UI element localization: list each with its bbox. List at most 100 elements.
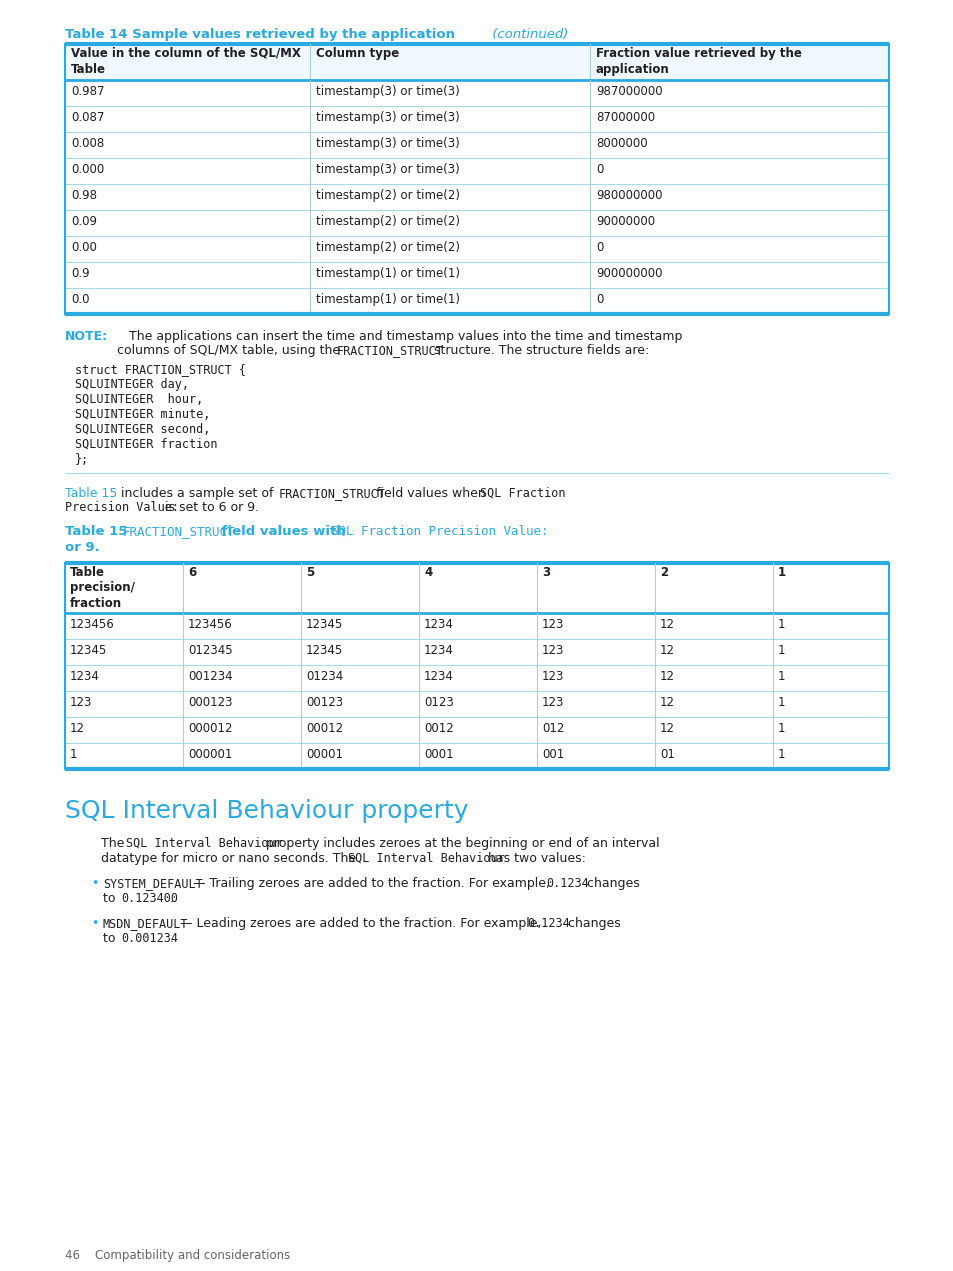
Text: 980000000: 980000000 bbox=[596, 189, 661, 202]
Text: 0.001234: 0.001234 bbox=[121, 932, 178, 946]
Text: 87000000: 87000000 bbox=[596, 111, 655, 125]
Text: timestamp(3) or time(3): timestamp(3) or time(3) bbox=[315, 111, 459, 125]
Text: 12: 12 bbox=[659, 618, 675, 630]
Text: 123456: 123456 bbox=[70, 618, 114, 630]
Text: };: }; bbox=[75, 452, 90, 466]
Text: 000001: 000001 bbox=[188, 749, 233, 761]
Text: 123: 123 bbox=[70, 697, 92, 709]
Text: 001234: 001234 bbox=[188, 670, 233, 683]
Text: 0.000: 0.000 bbox=[71, 163, 104, 175]
Text: 12345: 12345 bbox=[306, 644, 343, 657]
Text: FRACTION_STRUCT: FRACTION_STRUCT bbox=[123, 525, 235, 538]
Text: SQL Interval Behaviour: SQL Interval Behaviour bbox=[348, 852, 504, 866]
Text: 00123: 00123 bbox=[306, 697, 343, 709]
Text: 12: 12 bbox=[659, 670, 675, 683]
Text: field values with: field values with bbox=[216, 525, 350, 538]
Text: SQLUINTEGER minute,: SQLUINTEGER minute, bbox=[75, 408, 211, 421]
Text: field values when: field values when bbox=[372, 487, 489, 500]
Text: 1: 1 bbox=[778, 618, 784, 630]
Text: 001: 001 bbox=[541, 749, 563, 761]
Text: 0.1234: 0.1234 bbox=[545, 877, 588, 890]
Text: 1234: 1234 bbox=[423, 644, 454, 657]
Text: 0.123400: 0.123400 bbox=[121, 892, 178, 905]
Text: has two values:: has two values: bbox=[483, 852, 585, 866]
Text: 46    Compatibility and considerations: 46 Compatibility and considerations bbox=[65, 1249, 290, 1262]
Text: 0.98: 0.98 bbox=[71, 189, 97, 202]
Text: 2: 2 bbox=[659, 566, 667, 580]
Text: 12: 12 bbox=[659, 644, 675, 657]
Text: (continued): (continued) bbox=[488, 28, 568, 41]
Text: 900000000: 900000000 bbox=[596, 267, 661, 280]
Text: Precision Value:: Precision Value: bbox=[65, 501, 179, 513]
Text: 0.09: 0.09 bbox=[71, 215, 97, 228]
Text: — Trailing zeroes are added to the fraction. For example,: — Trailing zeroes are added to the fract… bbox=[189, 877, 554, 890]
Text: or 9.: or 9. bbox=[65, 541, 100, 554]
Text: .: . bbox=[170, 892, 173, 905]
Text: columns of SQL/MX table, using the: columns of SQL/MX table, using the bbox=[117, 344, 344, 357]
Text: 3: 3 bbox=[541, 566, 550, 580]
Text: 12: 12 bbox=[659, 722, 675, 735]
Text: 1: 1 bbox=[778, 722, 784, 735]
Text: Table 14 Sample values retrieved by the application: Table 14 Sample values retrieved by the … bbox=[65, 28, 455, 41]
Text: FRACTION_STRUCT: FRACTION_STRUCT bbox=[278, 487, 385, 500]
Text: 1: 1 bbox=[778, 697, 784, 709]
Text: timestamp(1) or time(1): timestamp(1) or time(1) bbox=[315, 294, 459, 306]
Text: 0.987: 0.987 bbox=[71, 85, 105, 98]
Text: SYSTEM_DEFAULT: SYSTEM_DEFAULT bbox=[103, 877, 203, 890]
Text: 6: 6 bbox=[188, 566, 196, 580]
Text: Table 15: Table 15 bbox=[65, 525, 132, 538]
Text: timestamp(2) or time(2): timestamp(2) or time(2) bbox=[315, 241, 459, 254]
Text: to: to bbox=[103, 932, 119, 946]
Text: SQL Interval Behaviour: SQL Interval Behaviour bbox=[126, 838, 282, 850]
Text: 1: 1 bbox=[778, 749, 784, 761]
Bar bbox=[65, 44, 888, 80]
Text: 0123: 0123 bbox=[423, 697, 454, 709]
Text: — Leading zeroes are added to the fraction. For example,: — Leading zeroes are added to the fracti… bbox=[175, 916, 545, 930]
Text: 0.9: 0.9 bbox=[71, 267, 90, 280]
Text: Column type: Column type bbox=[315, 47, 399, 60]
Text: 00001: 00001 bbox=[306, 749, 343, 761]
Text: Table
precision/
fraction: Table precision/ fraction bbox=[70, 566, 134, 610]
Text: structure. The structure fields are:: structure. The structure fields are: bbox=[430, 344, 649, 357]
Text: SQLUINTEGER  hour,: SQLUINTEGER hour, bbox=[75, 393, 203, 405]
Text: Table 15: Table 15 bbox=[65, 487, 117, 500]
Text: 123456: 123456 bbox=[188, 618, 233, 630]
Text: timestamp(3) or time(3): timestamp(3) or time(3) bbox=[315, 137, 459, 150]
Text: 5: 5 bbox=[306, 566, 314, 580]
Text: 0: 0 bbox=[596, 241, 602, 254]
Text: SQL Interval Behaviour property: SQL Interval Behaviour property bbox=[65, 799, 468, 824]
Text: datatype for micro or nano seconds. The: datatype for micro or nano seconds. The bbox=[101, 852, 359, 866]
Text: 1234: 1234 bbox=[423, 618, 454, 630]
Text: SQLUINTEGER day,: SQLUINTEGER day, bbox=[75, 377, 189, 391]
Text: 12: 12 bbox=[659, 697, 675, 709]
Text: 0012: 0012 bbox=[423, 722, 454, 735]
Text: timestamp(2) or time(2): timestamp(2) or time(2) bbox=[315, 189, 459, 202]
Text: 12: 12 bbox=[70, 722, 85, 735]
Text: 8000000: 8000000 bbox=[596, 137, 647, 150]
Text: 0: 0 bbox=[596, 294, 602, 306]
Text: SQL Fraction: SQL Fraction bbox=[479, 487, 565, 500]
Text: is set to 6 or 9.: is set to 6 or 9. bbox=[161, 501, 259, 513]
Text: timestamp(3) or time(3): timestamp(3) or time(3) bbox=[315, 85, 459, 98]
Text: NOTE:: NOTE: bbox=[65, 330, 108, 343]
Text: 0.087: 0.087 bbox=[71, 111, 104, 125]
Text: MSDN_DEFAULT: MSDN_DEFAULT bbox=[103, 916, 189, 930]
Text: SQLUINTEGER fraction: SQLUINTEGER fraction bbox=[75, 438, 217, 451]
Text: 12345: 12345 bbox=[306, 618, 343, 630]
Text: Fraction value retrieved by the
application: Fraction value retrieved by the applicat… bbox=[596, 47, 801, 76]
Text: 0.1234: 0.1234 bbox=[526, 916, 569, 930]
Text: 123: 123 bbox=[541, 644, 564, 657]
Text: 1234: 1234 bbox=[423, 670, 454, 683]
Text: includes a sample set of: includes a sample set of bbox=[117, 487, 277, 500]
Text: struct FRACTION_STRUCT {: struct FRACTION_STRUCT { bbox=[75, 364, 246, 376]
Text: .: . bbox=[170, 932, 173, 946]
Text: 000012: 000012 bbox=[188, 722, 233, 735]
Text: 123: 123 bbox=[541, 697, 564, 709]
Text: 01234: 01234 bbox=[306, 670, 343, 683]
Text: 1: 1 bbox=[778, 670, 784, 683]
Text: timestamp(2) or time(2): timestamp(2) or time(2) bbox=[315, 215, 459, 228]
Text: 00012: 00012 bbox=[306, 722, 343, 735]
Text: 12345: 12345 bbox=[70, 644, 107, 657]
Text: 01: 01 bbox=[659, 749, 674, 761]
Text: The: The bbox=[101, 838, 129, 850]
